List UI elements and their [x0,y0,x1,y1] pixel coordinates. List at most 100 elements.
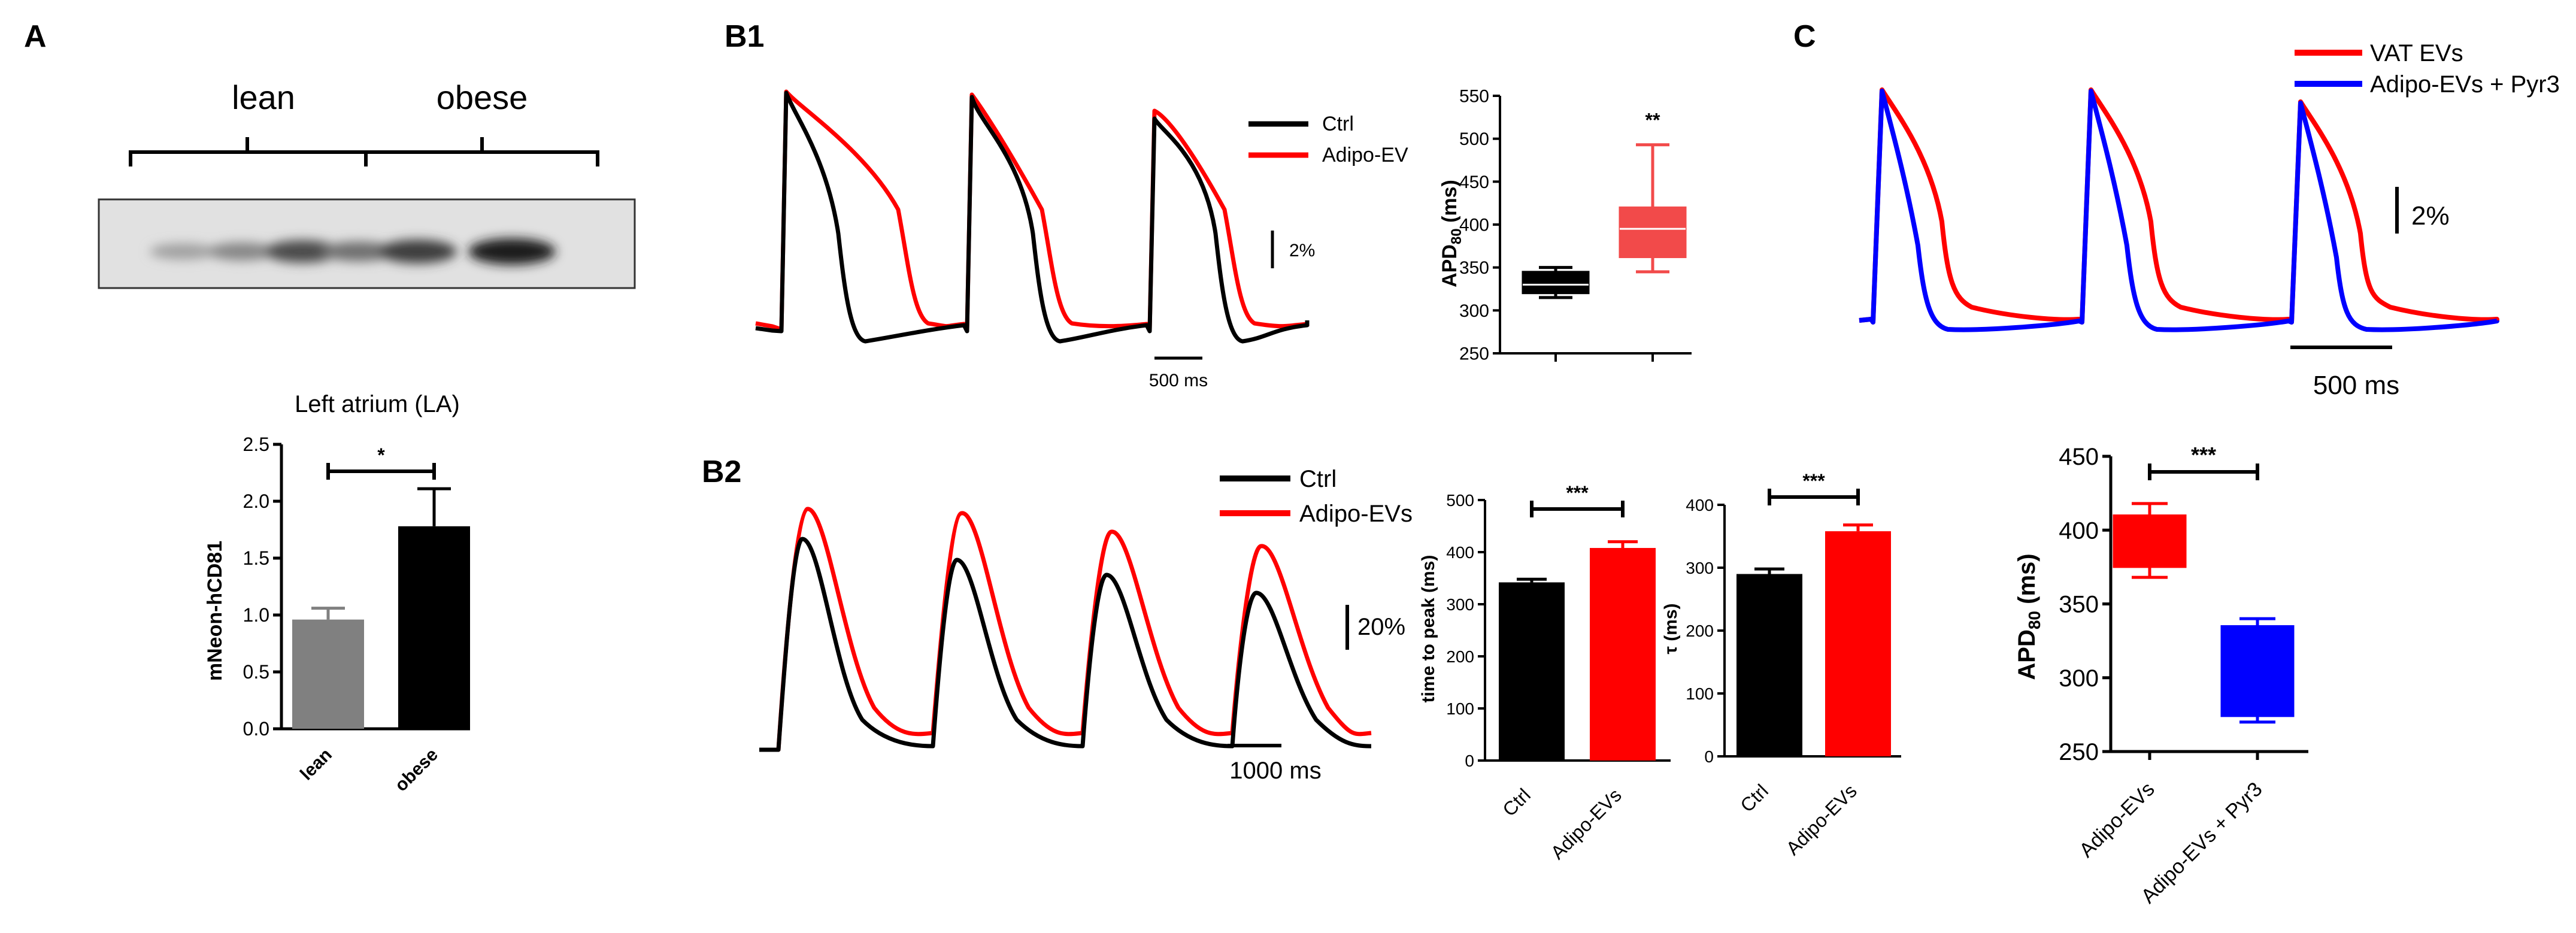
box-ctrl [1522,271,1590,295]
x-category-label: Ctrl [1736,780,1772,816]
blot-band [265,240,340,263]
panel-label-b1: B1 [725,19,764,54]
y-tick-label: 100 [1686,684,1714,703]
b1-legend-adipo: Adipo-EV [1322,144,1408,166]
b1-scale-y-label: 2% [1289,241,1315,260]
c-action-potential-traces [1859,87,2499,332]
y-tick-label: 400 [1686,496,1714,514]
blot-group-label-lean: lean [232,78,295,116]
b2-legend-adipo: Adipo-EVs [1299,501,1413,527]
y-tick-label: 550 [1459,87,1489,107]
y-tick-label: 1.5 [243,547,269,569]
bar-ctrl [1499,582,1565,761]
b1-scale-bars: 2% 500 ms [1149,231,1315,390]
b1-legend: Ctrl Adipo-EV [1248,113,1408,166]
b2-scale-bars: 20% 1000 ms [1228,605,1405,784]
y-tick-label: 350 [2059,592,2099,618]
c-legend-pyr: Adipo-EVs + Pyr3 [2370,71,2560,98]
blot-brackets [129,137,599,166]
b2-trace-adipo [759,507,1372,752]
c-box-ylabel: APD80 (ms) [2014,553,2044,680]
chart-a-title: Left atrium (LA) [295,391,460,417]
x-category-label: obese [391,745,442,796]
significance-label: *** [2191,443,2216,467]
y-tick-label: 2.5 [243,434,269,455]
b2-tau-chart: 0 100 200 300 400 Ctrl Adipo-EVs *** [1686,470,1901,859]
x-category-label: Adipo-EVs [1782,780,1861,859]
y-tick-label: 0.0 [243,718,269,740]
b1-box-ylabel: APD80 (ms) [1438,180,1465,287]
x-category-label: Adipo-EVs [2075,778,2159,862]
panel-label-a: A [24,19,47,54]
b2-time-to-peak-chart: 0 100 200 300 400 500 Ctrl Adipo-EVs *** [1446,482,1671,864]
b1-legend-ctrl: Ctrl [1322,113,1354,135]
significance-label: * [377,444,385,466]
b1-apd80-boxplot: 250 300 350 400 450 500 550 ** [1459,87,1692,364]
b1-scale-x-label: 500 ms [1149,371,1208,390]
b1-action-potential-traces [755,89,1310,344]
b2-legend: Ctrl Adipo-EVs [1220,466,1413,527]
c-scale-y-label: 2% [2411,201,2450,231]
y-tick-label: 1.0 [243,604,269,626]
bar-obese [398,526,470,729]
y-tick-label: 200 [1686,622,1714,640]
blot-band [322,241,396,262]
b1-trace-ctrl [755,90,1310,344]
c-legend-vat: VAT EVs [2370,40,2463,66]
b2-bar1-ylabel: time to peak (ms) [1419,555,1438,703]
y-tick-label: 300 [2059,665,2099,692]
y-tick-label: 0 [1704,747,1714,766]
y-tick-label: 2.0 [243,490,269,512]
x-category-label: Adipo-EVs [1547,784,1626,863]
y-tick-label: 400 [2059,517,2099,544]
y-tick-label: 0.5 [243,661,269,683]
y-tick-label: 400 [1446,543,1474,562]
box-adipo-evs [2113,514,2187,568]
y-tick-label: 500 [1459,129,1489,149]
b2-bar2-ylabel: τ (ms) [1661,603,1681,654]
x-category-label: lean [296,745,336,784]
significance-label: ** [1645,110,1660,131]
box-adipo-ev [1619,206,1687,258]
b2-scale-y-label: 20% [1357,614,1405,640]
y-tick-label: 500 [1446,491,1474,510]
box-adipo-evs-pyr3 [2220,625,2295,717]
b2-calcium-transient-traces [759,507,1372,752]
y-tick-label: 250 [1459,344,1489,364]
western-blot-image [98,198,636,289]
c-scale-x-label: 500 ms [2313,371,2399,400]
c-trace-pyr [1859,89,2499,332]
blot-band [378,240,457,263]
bar-ctrl [1736,574,1802,756]
y-tick-label: 300 [1446,595,1474,614]
significance-label: *** [1802,470,1825,492]
c-scale-bars: 2% 500 ms [2290,187,2450,400]
y-tick-label: 300 [1459,301,1489,321]
significance-label: *** [1566,482,1589,504]
b2-scale-x-label: 1000 ms [1229,758,1321,784]
bar-lean [292,619,364,729]
c-trace-vat [1859,87,2499,325]
chart-a-ylabel: mNeon-hCD81 [204,541,226,681]
x-category-label: Ctrl [1498,784,1535,820]
y-tick-label: 0 [1465,752,1474,770]
b2-trace-ctrl [759,537,1372,752]
blot-group-label-obese: obese [437,78,528,116]
b1-trace-adipo [755,89,1310,332]
y-tick-label: 300 [1686,559,1714,577]
blot-band [150,243,216,260]
y-tick-label: 350 [1459,258,1489,278]
y-tick-label: 200 [1446,647,1474,666]
b2-legend-ctrl: Ctrl [1299,466,1337,492]
y-tick-label: 450 [1459,172,1489,192]
panel-label-b2: B2 [702,455,741,489]
blot-band [468,238,556,265]
y-tick-label: 450 [2059,444,2099,470]
y-tick-label: 250 [2059,739,2099,765]
panel-label-c: C [1793,19,1816,54]
chart-a-plot: 0.0 0.5 1.0 1.5 2.0 2.5 lean obese * [243,434,470,795]
blot-band [208,242,276,261]
bar-adipo-evs [1825,531,1891,756]
